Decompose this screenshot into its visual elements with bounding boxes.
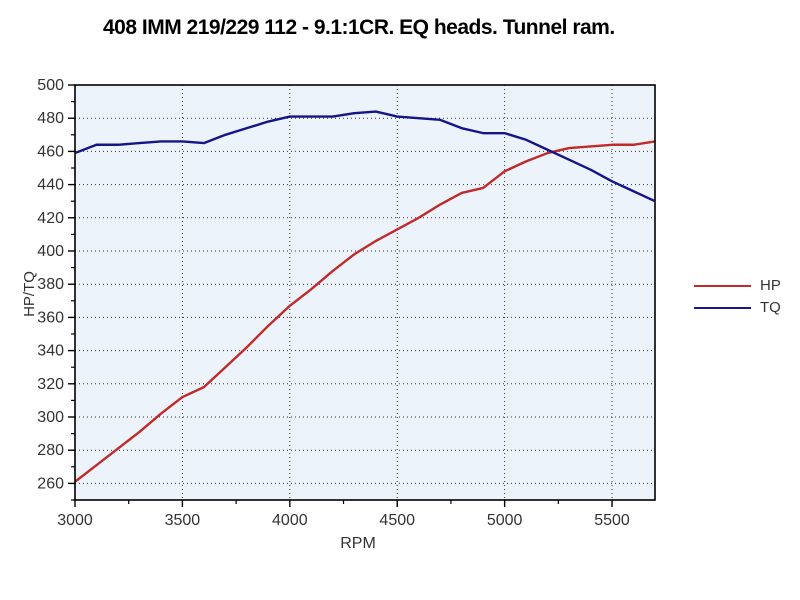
hp-curve bbox=[74, 140, 656, 483]
chart-title: 408 IMM 219/229 112 - 9.1:1CR. EQ heads.… bbox=[103, 16, 615, 39]
tq-curve bbox=[74, 110, 656, 203]
x-tick-label: 5500 bbox=[594, 512, 630, 529]
x-axis-label: RPM bbox=[340, 535, 376, 552]
x-tick-label: 5000 bbox=[487, 512, 523, 529]
y-tick-label: 320 bbox=[37, 376, 64, 393]
legend-item-hp: HP bbox=[694, 278, 798, 293]
y-tick-label: 400 bbox=[37, 243, 64, 260]
y-tick-label: 460 bbox=[37, 143, 64, 160]
tq-legend-line-swatch bbox=[694, 306, 751, 309]
x-tick-label: 3000 bbox=[57, 512, 93, 529]
y-tick-label: 420 bbox=[37, 210, 64, 227]
y-tick-label: 480 bbox=[37, 110, 64, 127]
y-tick-label: 340 bbox=[37, 343, 64, 360]
x-tick-label: 4500 bbox=[379, 512, 415, 529]
x-tick-label: 4000 bbox=[272, 512, 308, 529]
y-tick-label: 360 bbox=[37, 309, 64, 326]
y-tick-label: 440 bbox=[37, 177, 64, 194]
tq-legend-label: TQ bbox=[760, 299, 781, 316]
legend: HP TQ bbox=[694, 278, 798, 315]
plot-border bbox=[74, 84, 656, 501]
y-tick-label: 300 bbox=[37, 409, 64, 426]
hp-legend-line-swatch bbox=[694, 284, 751, 287]
y-tick-label: 500 bbox=[37, 77, 64, 94]
y-tick-label: 260 bbox=[37, 475, 64, 492]
hp-legend-label: HP bbox=[760, 277, 781, 294]
y-tick-label: 280 bbox=[37, 442, 64, 459]
legend-item-tq: TQ bbox=[694, 300, 798, 315]
y-tick-label: 380 bbox=[37, 276, 64, 293]
x-tick-label: 3500 bbox=[165, 512, 201, 529]
y-axis-label: HP/TQ bbox=[21, 271, 38, 317]
